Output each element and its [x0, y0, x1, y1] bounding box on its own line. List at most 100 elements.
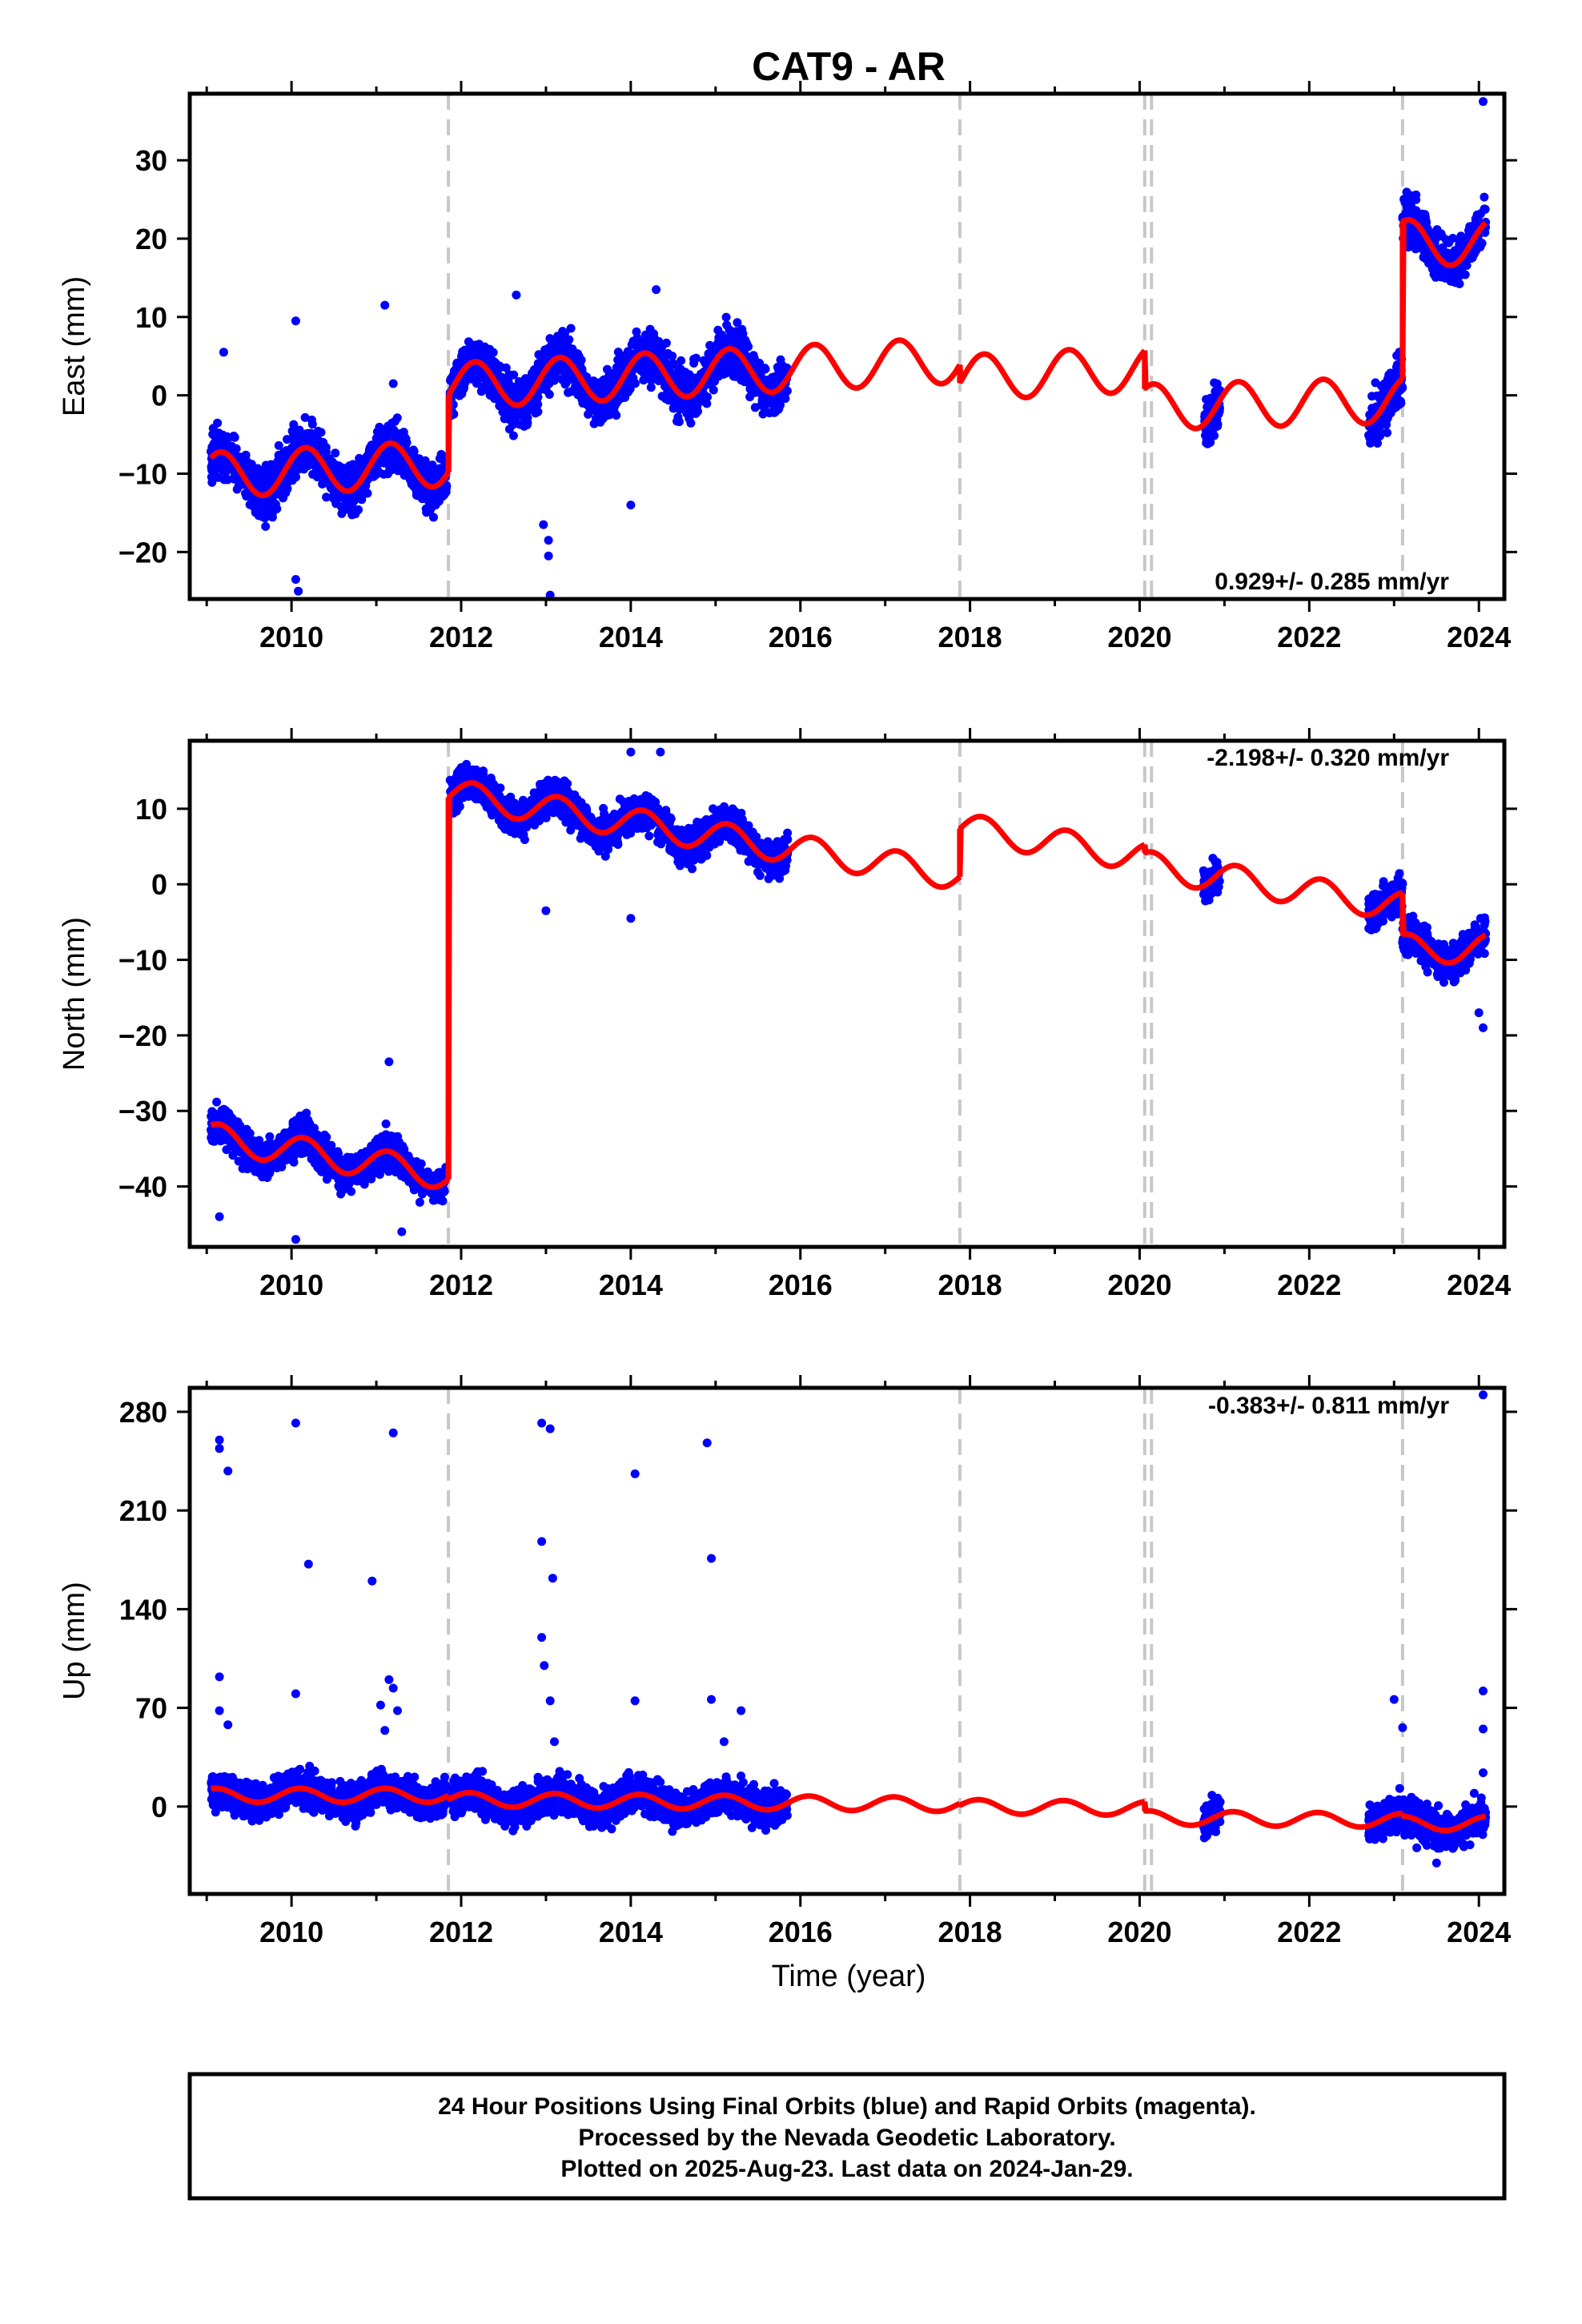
- east-data-point: [701, 359, 710, 368]
- north-data-point: [267, 1140, 277, 1149]
- east-data-point: [269, 468, 279, 478]
- east-data-point: [776, 355, 785, 364]
- east-outlier-point: [544, 536, 553, 545]
- east-data-point: [668, 352, 677, 361]
- east-data-point: [781, 394, 790, 404]
- east-data-point: [422, 505, 432, 514]
- east-data-point: [686, 418, 696, 428]
- east-data-point: [685, 370, 694, 380]
- east-fit-line: [1142, 350, 1405, 432]
- east-outlier-point: [545, 590, 555, 599]
- east-data-point: [642, 357, 651, 367]
- east-data-point: [291, 462, 300, 471]
- north-data-point: [415, 1197, 424, 1207]
- east-data-point: [307, 415, 316, 424]
- east-plot-area: [207, 94, 1491, 599]
- east-panel: 2010 2012 2014 2016 2018 2020 2022 2024−20−1001…: [58, 81, 1517, 653]
- north-data-point: [354, 1176, 363, 1186]
- east-data-point: [1371, 424, 1380, 433]
- east-data-point: [301, 460, 311, 469]
- east-data-point: [408, 448, 418, 458]
- east-data-point: [457, 350, 467, 360]
- east-data-point: [515, 420, 524, 429]
- east-data-point: [596, 407, 605, 416]
- east-data-point: [644, 371, 653, 380]
- east-data-point: [1431, 229, 1441, 239]
- east-data-point: [628, 373, 638, 383]
- east-data-point: [702, 399, 712, 408]
- east-data-point: [339, 466, 349, 476]
- east-rate-label: 0.929+/- 0.285 mm/yr: [1215, 569, 1449, 595]
- east-data-point: [223, 475, 232, 485]
- east-data-point: [545, 334, 555, 344]
- east-data-point: [655, 372, 665, 381]
- east-data-point: [230, 432, 239, 442]
- east-data-point: [280, 486, 290, 496]
- east-data-point: [208, 424, 218, 433]
- east-data-point: [331, 448, 340, 458]
- north-data-point: [216, 1136, 226, 1146]
- east-data-point: [383, 430, 392, 440]
- east-y-tick-label: −10: [118, 457, 167, 490]
- east-data-point: [649, 333, 659, 343]
- east-data-point: [274, 440, 283, 450]
- east-data-point: [677, 379, 686, 388]
- north-data-point: [375, 1135, 384, 1144]
- east-data-point: [1201, 431, 1210, 440]
- east-data-point: [409, 476, 419, 486]
- east-data-point: [1421, 216, 1431, 225]
- east-y-tick-label: 10: [135, 301, 167, 334]
- east-data-point: [251, 507, 260, 517]
- east-y-tick-label: 30: [135, 144, 167, 177]
- east-data-point: [681, 400, 691, 410]
- chart-title: CAT9 - AR: [752, 44, 946, 89]
- east-data-point: [221, 468, 231, 477]
- east-data-point: [327, 457, 337, 467]
- east-data-point: [648, 342, 658, 352]
- east-data-point: [1373, 439, 1382, 448]
- north-data-point: [254, 1140, 263, 1148]
- east-data-point: [692, 406, 701, 416]
- east-data-point: [758, 399, 768, 408]
- east-data-point: [1471, 214, 1480, 223]
- east-data-point: [504, 424, 514, 434]
- east-data-point: [344, 472, 354, 481]
- east-data-point: [738, 341, 748, 350]
- east-data-point: [1438, 246, 1447, 255]
- east-data-point: [551, 370, 560, 380]
- east-x-tick-label: 2020: [1107, 621, 1171, 653]
- east-data-point: [575, 360, 584, 370]
- east-data-point: [1367, 392, 1377, 401]
- east-data-point: [311, 431, 321, 440]
- east-data-point: [387, 450, 397, 460]
- east-x-tick-label: 2024: [1447, 621, 1511, 653]
- north-data-point: [265, 1132, 275, 1141]
- east-data-point: [677, 367, 687, 376]
- east-data-point: [267, 460, 276, 469]
- north-data-point: [381, 1119, 391, 1128]
- east-fit-line: [445, 337, 962, 472]
- east-data-point: [223, 442, 232, 452]
- east-data-point: [371, 469, 381, 479]
- east-data-point: [603, 364, 612, 374]
- east-data-point: [674, 417, 684, 427]
- north-data-point: [220, 1113, 229, 1122]
- east-data-point: [552, 338, 562, 347]
- east-data-point: [774, 398, 784, 408]
- east-data-point: [245, 460, 254, 469]
- east-data-point: [258, 466, 267, 476]
- east-data-point: [287, 443, 297, 452]
- east-data-point: [235, 452, 244, 461]
- east-data-point: [348, 460, 358, 469]
- north-data-point: [404, 1177, 414, 1187]
- east-outlier-point: [1479, 97, 1488, 107]
- east-data-point: [635, 341, 644, 351]
- east-data-point: [733, 318, 742, 328]
- east-data-point: [1394, 399, 1403, 408]
- east-frame: [187, 91, 1507, 601]
- east-data-point: [689, 355, 699, 364]
- east-data-point: [1365, 433, 1375, 443]
- east-data-point: [207, 477, 217, 487]
- east-x-tick-label: 2018: [938, 621, 1002, 653]
